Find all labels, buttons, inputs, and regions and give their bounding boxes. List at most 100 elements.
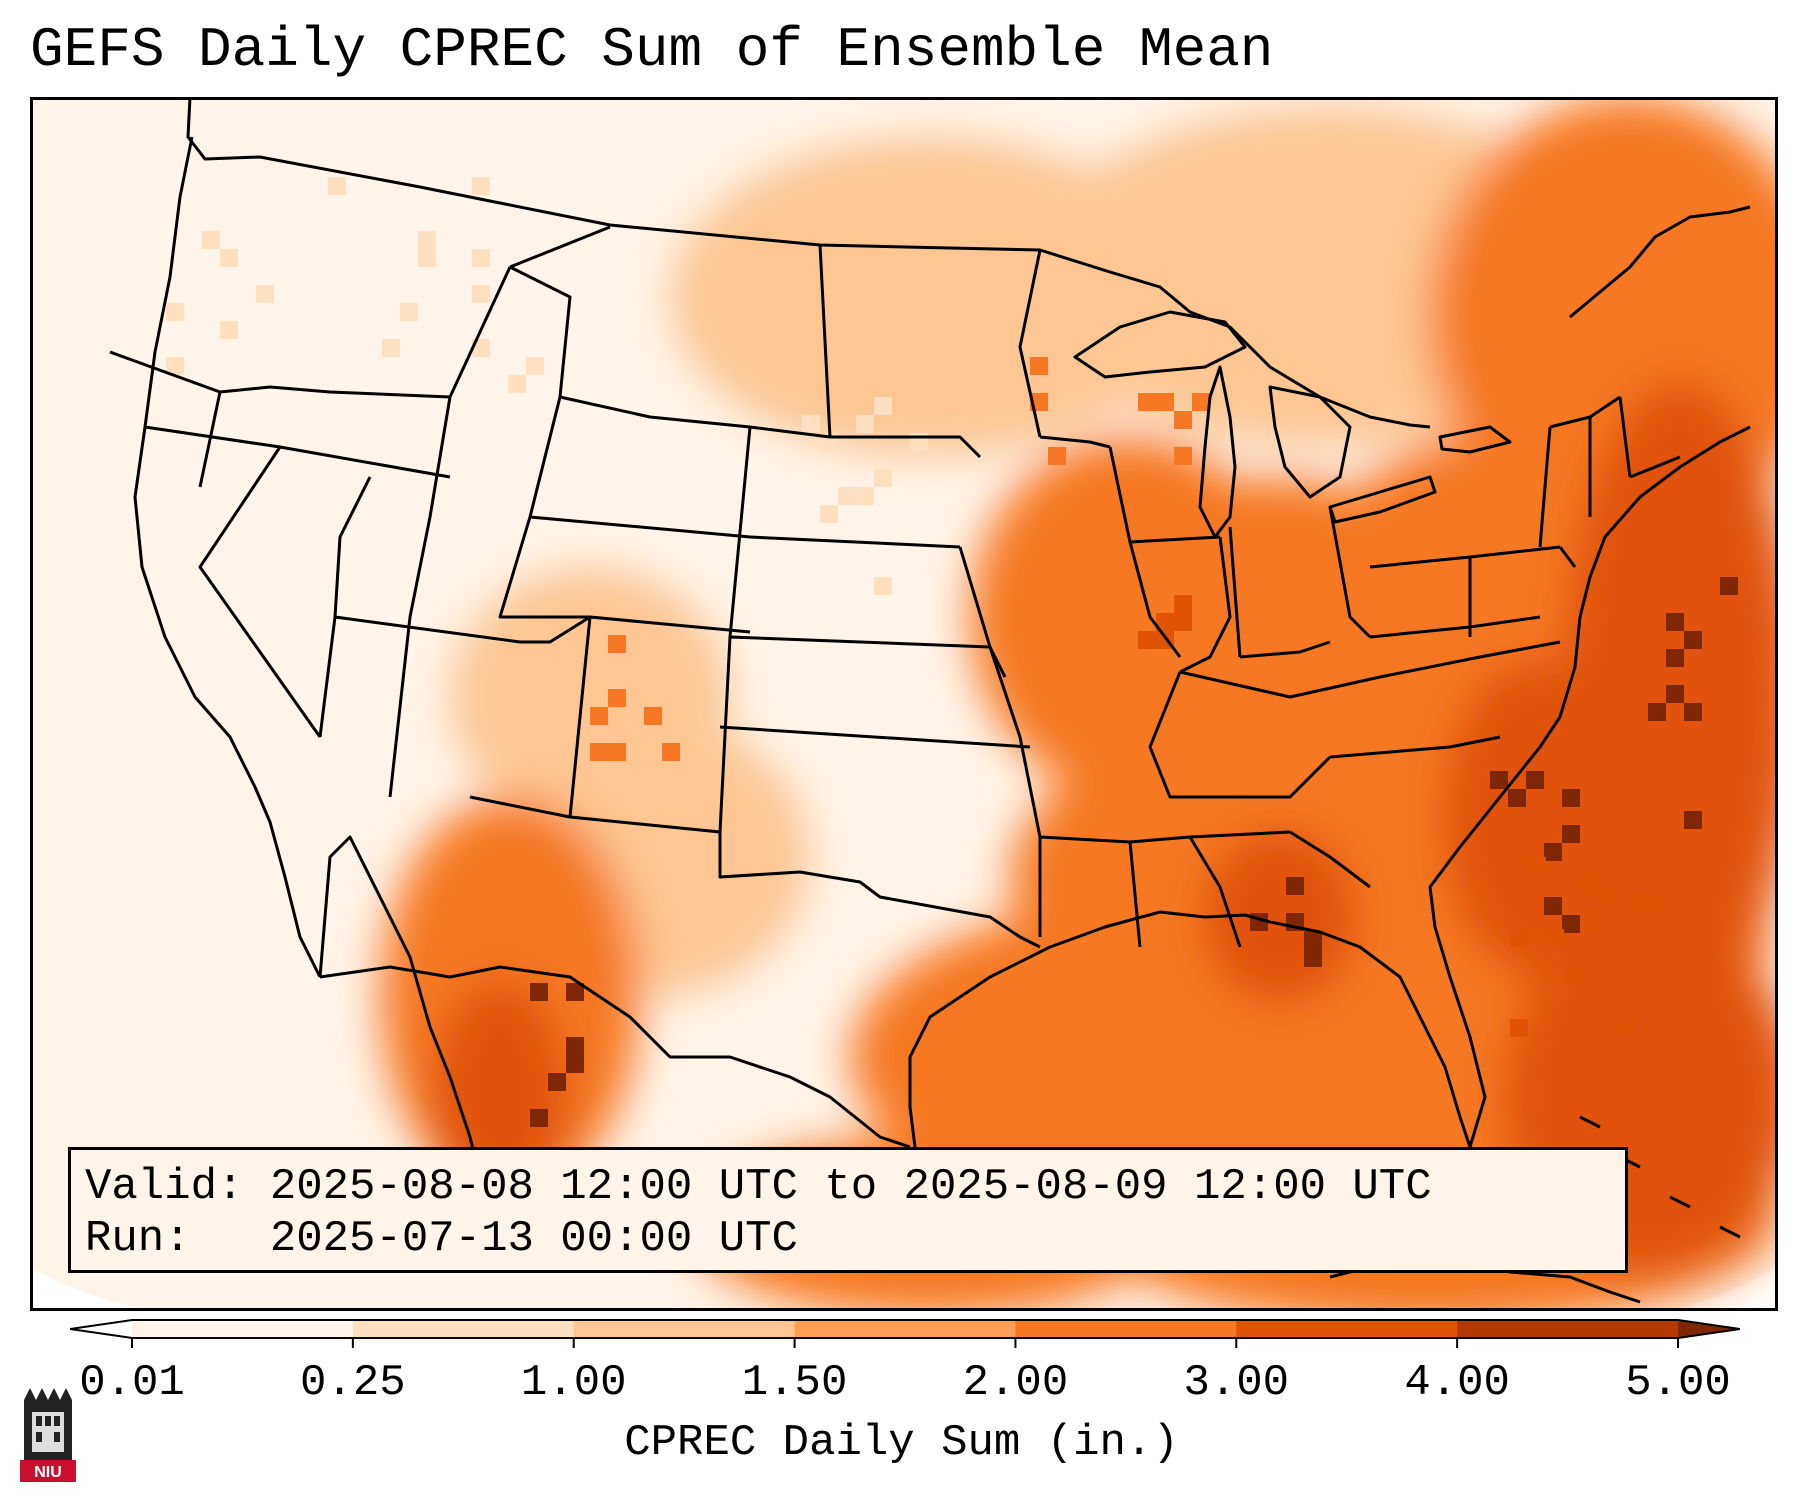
colorbar-bin — [352, 1320, 575, 1338]
colorbar-tick-label: 5.00 — [1625, 1358, 1731, 1408]
info-box: Valid: 2025-08-08 12:00 UTC to 2025-08-0… — [68, 1147, 1628, 1273]
precip-grid-cell — [1720, 577, 1738, 595]
precip-grid-cell — [526, 357, 544, 375]
colorbar-tick-label: 1.00 — [520, 1358, 627, 1408]
precip-grid-cell — [1192, 519, 1210, 537]
precip-grid-cell — [1102, 519, 1120, 537]
pacific-coastline — [133, 136, 322, 978]
precip-map — [30, 97, 1778, 1311]
precip-grid-cell — [1600, 893, 1618, 911]
atlantic-coastline — [1428, 425, 1751, 1148]
precip-grid-cell — [874, 397, 892, 415]
precip-grid-cell — [472, 249, 490, 267]
state-boundaries — [109, 97, 1751, 1304]
precip-grid-cell — [1490, 771, 1508, 789]
map-border — [30, 97, 1778, 1311]
precip-grid-cell — [1304, 949, 1322, 967]
bahamas — [1579, 1115, 1741, 1239]
precip-grid-cell — [820, 505, 838, 523]
precip-grid-cell — [1544, 897, 1562, 915]
precip-grid-cell — [508, 375, 526, 393]
colorbar-bin — [1236, 1320, 1458, 1338]
precip-grid-cell — [1684, 631, 1702, 649]
precip-grid-cell — [1582, 875, 1600, 893]
precip-grid-cell — [256, 285, 274, 303]
precip-grid-cell — [1156, 613, 1174, 631]
precip-grid-cell — [548, 1073, 566, 1091]
precip-region — [1440, 657, 1620, 977]
precip-grid-cell — [1684, 703, 1702, 721]
precip-grid-cell — [1030, 357, 1048, 375]
run-time-text: Run: 2025-07-13 00:00 UTC — [85, 1214, 798, 1264]
colorbar — [70, 1319, 1740, 1348]
precip-grid-cell — [1510, 929, 1528, 947]
precip-grid-cell — [530, 1109, 548, 1127]
precip-grid-cell — [874, 577, 892, 595]
precip-grid-cell — [166, 357, 184, 375]
projection-edge-right — [1670, 1265, 1778, 1311]
precip-grid-cell — [1510, 1019, 1528, 1037]
baja-coastline — [318, 835, 487, 1198]
colorbar-tick-label: 0.01 — [79, 1358, 185, 1408]
precip-grid-cell — [566, 1037, 584, 1055]
precip-grid-cell — [856, 487, 874, 505]
precip-grid-cell — [1636, 893, 1654, 911]
state-lines-mountain — [448, 225, 752, 834]
precip-grid-cell — [1666, 685, 1684, 703]
colorbar-bin — [573, 1320, 796, 1338]
precip-grid-cell — [220, 249, 238, 267]
precip-grid-cell — [1526, 771, 1544, 789]
colorbar-label: CPREC Daily Sum (in.) — [624, 1418, 1179, 1468]
precip-grid-cell — [1666, 649, 1684, 667]
precip-grid-cell — [644, 707, 662, 725]
lake-superior — [1073, 310, 1247, 379]
precip-grid-cell — [1582, 911, 1600, 929]
colorbar-tick-label: 0.25 — [300, 1358, 406, 1408]
lake-erie — [1328, 475, 1437, 524]
precip-grid-cell — [220, 321, 238, 339]
precip-grid-cell — [1156, 393, 1174, 411]
precip-grid-cell — [382, 339, 400, 357]
precip-grid-cell — [1048, 447, 1066, 465]
precip-grid-cell — [608, 689, 626, 707]
precip-grid-cell — [590, 707, 608, 725]
precip-grid-cell — [202, 231, 220, 249]
precip-grid-cell — [418, 231, 436, 249]
us-canada-border — [186, 97, 1431, 429]
state-lines-midwest — [1018, 249, 1372, 674]
state-lines-plains — [718, 244, 1041, 949]
precip-grid-cell — [418, 249, 436, 267]
precip-grid-cell — [1192, 393, 1210, 411]
precip-grid-cell — [1048, 537, 1066, 555]
precip-grid-cell — [1174, 613, 1192, 631]
precip-grid-cell — [802, 415, 820, 433]
state-lines-west — [109, 350, 591, 798]
precip-grid-cell — [1174, 595, 1192, 613]
precip-grid-cell — [1138, 631, 1156, 649]
us-canada-border-east — [1569, 205, 1751, 319]
colorbar-extend-max — [1678, 1320, 1740, 1338]
precip-grid-cell — [472, 285, 490, 303]
lake-ontario — [1438, 425, 1512, 454]
precip-grid-cell — [566, 1055, 584, 1073]
precip-grid-cell — [1684, 811, 1702, 829]
state-lines-south — [1018, 640, 1561, 948]
lake-huron — [1268, 385, 1352, 499]
precip-grid-cell — [1618, 1019, 1636, 1037]
colorbar-bin — [1457, 1320, 1679, 1338]
precip-grid-cell — [1174, 447, 1192, 465]
precip-grid-cell — [1562, 789, 1580, 807]
precip-grid-cell — [472, 177, 490, 195]
colorbar-bin — [1015, 1320, 1237, 1338]
mexico-border — [319, 965, 911, 1149]
page-title: GEFS Daily CPREC Sum of Ensemble Mean — [30, 18, 1274, 82]
precip-grid-cell — [1286, 877, 1304, 895]
colorbar-bin — [794, 1320, 1016, 1338]
precip-grid-cell — [856, 415, 874, 433]
precip-grid-cell — [608, 635, 626, 653]
precip-grid-cell — [328, 177, 346, 195]
precip-grid-cell — [1192, 537, 1210, 555]
precip-grid-cell — [1666, 613, 1684, 631]
precip-grid-cell — [1546, 929, 1564, 947]
precip-grid-cell — [566, 983, 584, 1001]
